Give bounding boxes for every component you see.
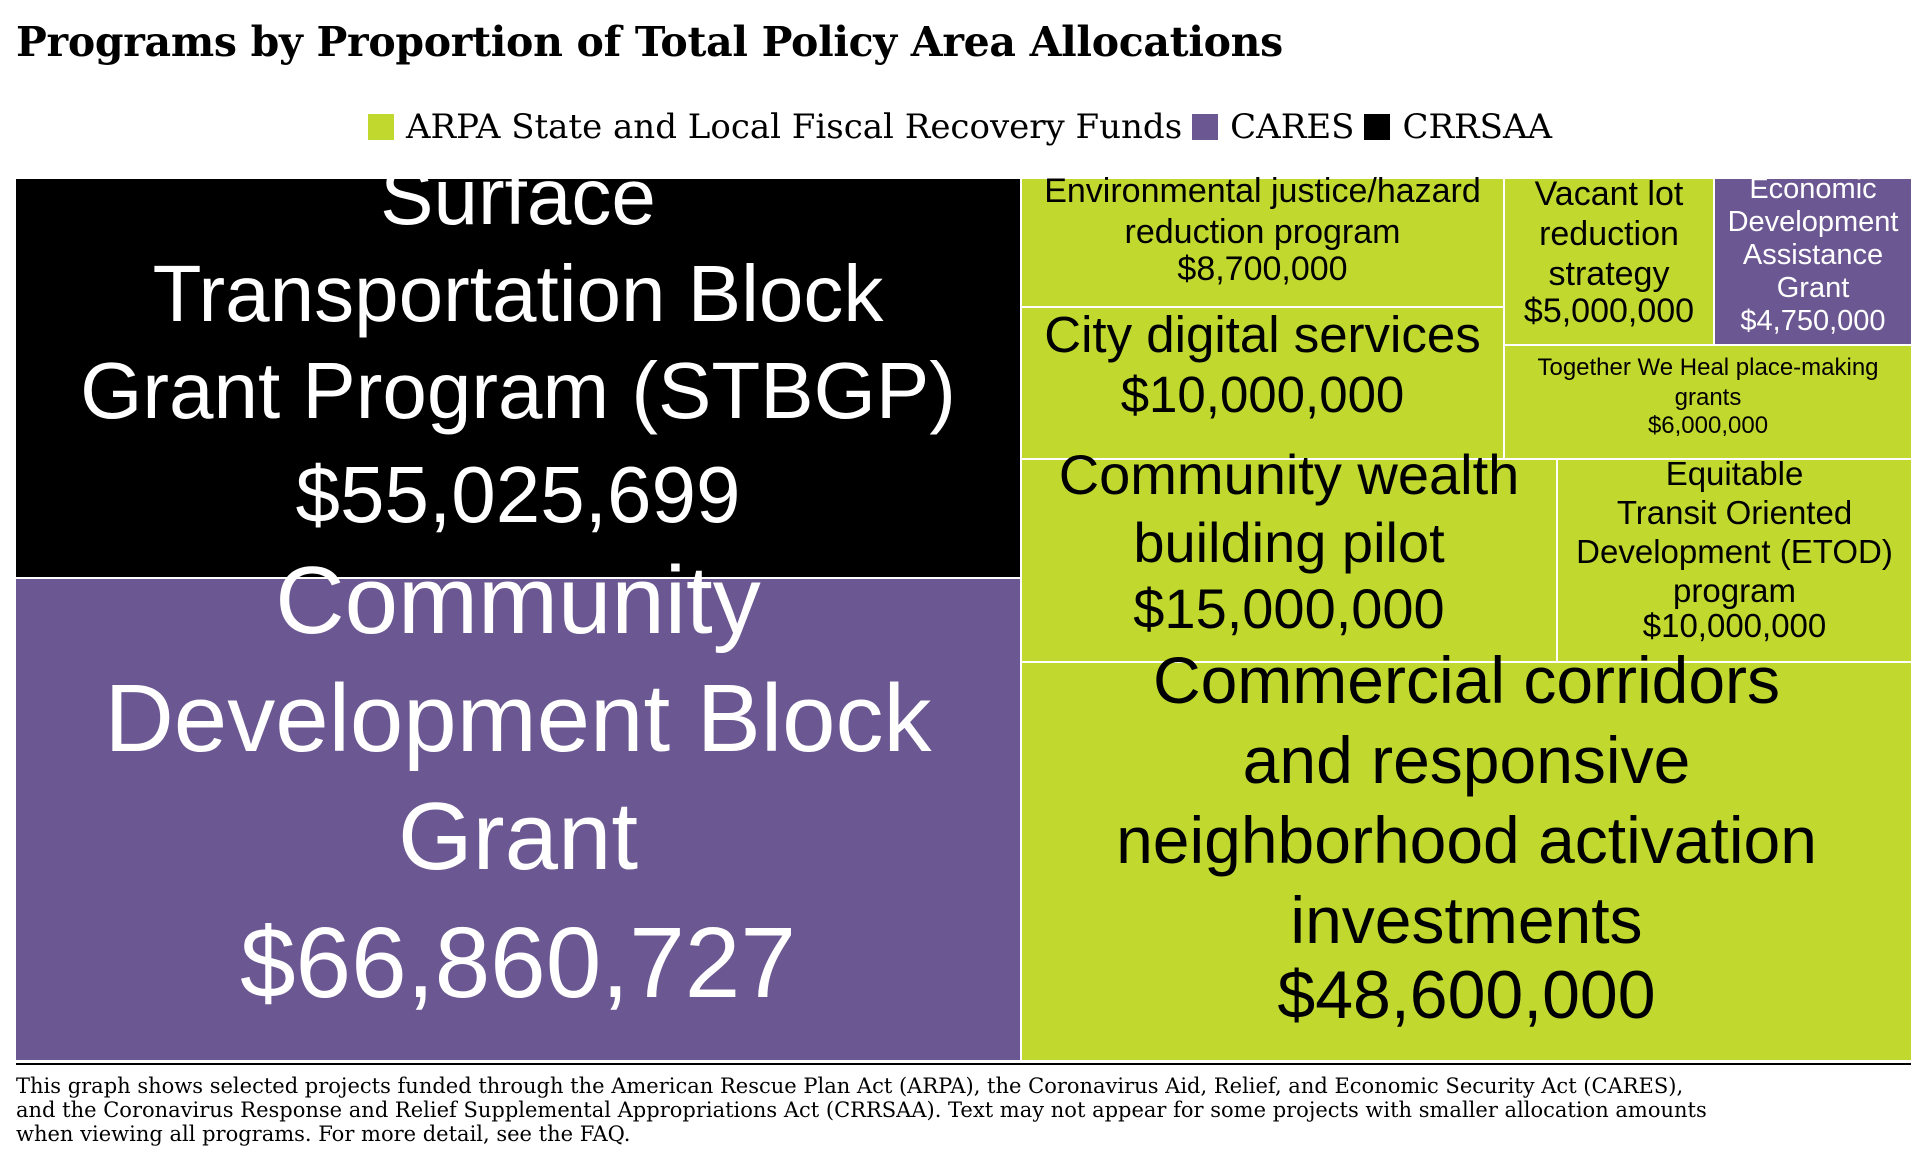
treemap-rect[interactable] — [16, 579, 1020, 1060]
treemap-rect[interactable] — [1022, 663, 1911, 1060]
treemap-tile-city-digital-services[interactable]: City digital services$10,000,000 — [1022, 306, 1503, 458]
treemap-tile-value: $10,000,000 — [1643, 607, 1827, 644]
legend-label-cares: CARES — [1230, 107, 1355, 147]
chart-title: Programs by Proportion of Total Policy A… — [16, 18, 1283, 66]
chart-baseline — [16, 1063, 1911, 1065]
legend-label-crrsaa: CRRSAA — [1402, 107, 1553, 147]
treemap-rect[interactable] — [1022, 460, 1556, 661]
treemap-tile-environmental-justice-hazard-reduction-program[interactable]: Environmental justice/hazard reduction pr… — [1022, 172, 1503, 306]
treemap-tile-label: Vacant lot reduction strategy — [1535, 175, 1684, 293]
treemap-tile-value: $8,700,000 — [1177, 250, 1347, 288]
legend-label-arpa: ARPA State and Local Fiscal Recovery Fun… — [405, 107, 1183, 147]
legend-item-arpa[interactable]: ARPA State and Local Fiscal Recovery Fun… — [367, 107, 1183, 147]
legend-item-cares[interactable]: CARES — [1192, 107, 1354, 147]
treemap-tile-surface-transportation-block-grant-program-stbgp[interactable]: Surface Transportation Block Grant Program… — [16, 152, 1020, 577]
treemap-rect[interactable] — [1022, 179, 1503, 306]
footnote: This graph shows selected projects funde… — [16, 1074, 1707, 1146]
treemap-tile-label: Commercial corridors and responsive neighb… — [1116, 643, 1817, 957]
treemap-tile-commercial-corridors-and-responsive-neighborhood-activation-investments[interactable]: Commercial corridors and responsive neighb… — [1022, 643, 1911, 1060]
treemap-tile-label: Environmental justice/hazard reduction pr… — [1044, 172, 1481, 251]
treemap-tile-equitable-transit-oriented-development-etod-program[interactable]: Equitable Transit Oriented Development (ET… — [1558, 455, 1911, 661]
treemap-tile-together-we-heal-place-making-grants[interactable]: Together We Heal place-making grants$6,00… — [1505, 346, 1911, 458]
treemap-tile-value: $6,000,000 — [1648, 412, 1768, 439]
treemap-rect[interactable] — [1505, 179, 1713, 344]
legend: ARPA State and Local Fiscal Recovery Fun… — [0, 102, 1920, 152]
legend-item-crrsaa[interactable]: CRRSAA — [1364, 107, 1552, 147]
treemap-tile-value: $15,000,000 — [1133, 577, 1444, 640]
treemap-tile-value: $55,025,699 — [296, 450, 741, 539]
treemap-tile-community-wealth-building-pilot[interactable]: Community wealth building pilot$15,000,00… — [1022, 443, 1556, 661]
treemap-rect[interactable] — [16, 179, 1020, 577]
treemap-tile-community-development-block-grant[interactable]: Community Development Block Grant $66,860,7… — [16, 547, 1020, 1060]
treemap-tile-value: $10,000,000 — [1121, 366, 1405, 423]
treemap-tile-label: Together We Heal place-making grants — [1537, 354, 1878, 411]
treemap-tile-label: Surface Transportation Block Grant Program… — [80, 152, 956, 435]
treemap-tile-value: $5,000,000 — [1524, 292, 1694, 330]
treemap-tile-economic-development-assistance-grant[interactable]: Economic Development Assistance Grant$4,750… — [1715, 173, 1911, 344]
legend-swatch-crrsaa — [1364, 114, 1391, 140]
treemap-tile-vacant-lot-reduction-strategy[interactable]: Vacant lot reduction strategy$5,000,000 — [1505, 175, 1713, 344]
treemap-tile-value: $4,750,000 — [1740, 305, 1885, 337]
treemap-tile-label: Community wealth building pilot — [1059, 443, 1520, 574]
treemap-rect[interactable] — [1558, 460, 1911, 661]
legend-swatch-cares — [1192, 114, 1219, 140]
treemap-tile-value: $48,600,000 — [1277, 957, 1655, 1033]
treemap-tile-value: $66,860,727 — [240, 907, 796, 1019]
treemap-tile-label: Equitable Transit Oriented Development (ET… — [1576, 455, 1893, 609]
treemap-tile-label: Community Development Block Grant — [104, 547, 932, 890]
treemap-tile-label: Economic Development Assistance Grant — [1728, 173, 1899, 304]
treemap-tile-label: City digital services — [1044, 306, 1480, 363]
treemap-rect[interactable] — [1022, 308, 1503, 458]
treemap-rect[interactable] — [1715, 179, 1911, 344]
legend-swatch-arpa — [367, 114, 394, 140]
treemap-rect[interactable] — [1505, 346, 1911, 458]
